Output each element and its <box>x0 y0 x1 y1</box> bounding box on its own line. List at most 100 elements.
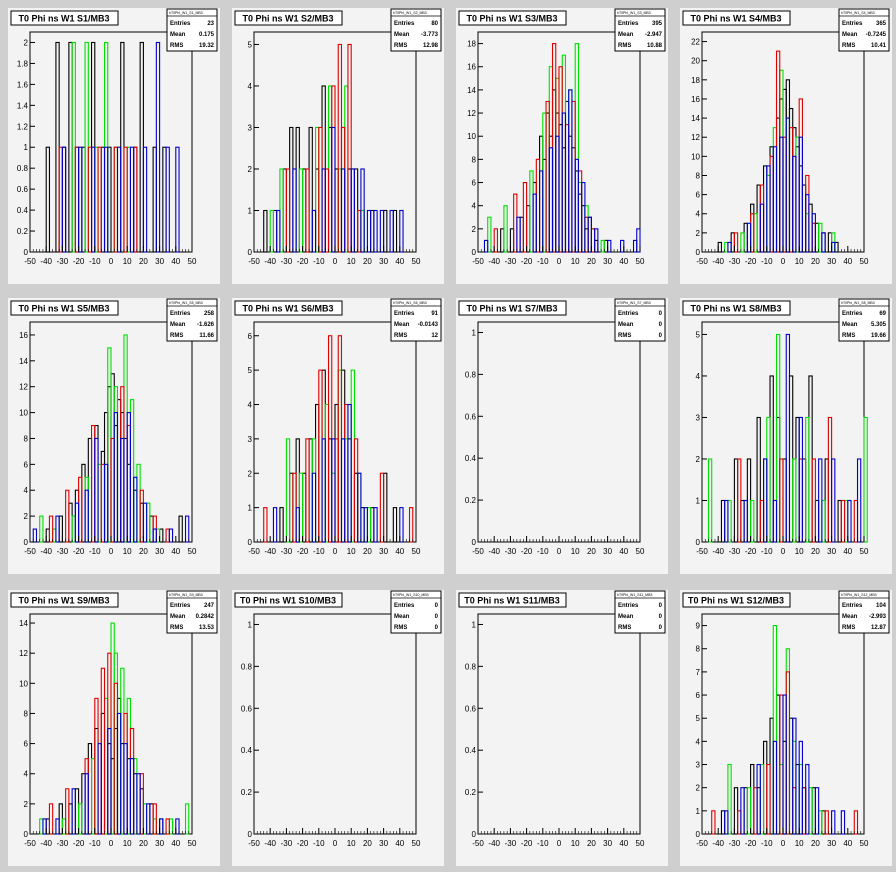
stats-label: RMS <box>170 333 183 339</box>
stats-label: Mean <box>170 614 186 620</box>
y-tick-label: 0.6 <box>17 185 29 194</box>
series-blue <box>483 89 641 253</box>
x-tick-label: 0 <box>333 839 338 848</box>
x-tick-label: -30 <box>729 547 741 556</box>
y-tick-label: 5 <box>248 366 253 375</box>
x-tick-label: 10 <box>347 547 356 556</box>
x-tick-label: 50 <box>636 547 645 556</box>
histogram-bin <box>863 416 868 543</box>
stats-value: 12.87 <box>871 625 887 631</box>
stats-label: RMS <box>170 43 183 49</box>
y-tick-label: 6 <box>472 179 477 188</box>
x-tick-label: 10 <box>571 547 580 556</box>
y-tick-label: 3 <box>248 123 253 132</box>
y-tick-label: 10 <box>19 409 28 418</box>
series-blue <box>61 41 180 253</box>
histogram-bin <box>727 241 732 253</box>
stats-label: Entries <box>170 21 191 27</box>
histogram-bin <box>116 712 122 835</box>
histogram-pad: -50 -40 -30 -20 -10 0 10 20 30 40 50 0 2 4 6 8 10 12 14 16 T… <box>8 298 220 574</box>
x-tick-label: -40 <box>264 257 276 266</box>
stats-value: 0 <box>659 625 663 631</box>
series-black <box>717 79 839 253</box>
x-tick-label: 50 <box>188 257 197 266</box>
stats-label: Entries <box>394 311 415 317</box>
y-tick-label: 6 <box>248 332 253 341</box>
x-tick-label: 40 <box>395 257 404 266</box>
y-tick-label: 8 <box>472 155 477 164</box>
x-tick-label: 20 <box>811 257 820 266</box>
stats-value: -0.7245 <box>866 32 887 38</box>
histogram-bin <box>711 810 716 835</box>
x-tick-label: -40 <box>712 839 724 848</box>
stats-value: 10.88 <box>647 43 663 49</box>
x-tick-label: -40 <box>712 547 724 556</box>
histogram-bin <box>785 117 791 253</box>
histogram-bin <box>146 803 151 835</box>
histogram-bin <box>84 489 89 543</box>
x-tick-label: 20 <box>811 547 820 556</box>
histogram-bin <box>737 458 742 543</box>
histogram-bin <box>272 507 278 543</box>
x-tick-label: 40 <box>171 547 180 556</box>
histogram-title: T0 Phi ns W1 S2/MB3 <box>242 14 333 24</box>
histogram-bin <box>840 810 846 835</box>
y-tick-label: 18 <box>467 40 476 49</box>
y-tick-label: 0.2 <box>17 227 29 236</box>
x-tick-label: 40 <box>619 257 628 266</box>
x-tick-label: 50 <box>636 257 645 266</box>
histogram-bin <box>756 416 761 543</box>
histogram-bin <box>269 209 274 253</box>
stats-label: RMS <box>618 625 631 631</box>
histogram-bin <box>311 209 317 253</box>
x-tick-label: 30 <box>379 839 388 848</box>
x-tick-label: 40 <box>619 839 628 848</box>
histogram-bin <box>295 507 300 543</box>
histogram-bin <box>548 147 554 253</box>
stats-label: Entries <box>170 603 191 609</box>
stats-value: 0 <box>435 603 439 609</box>
y-tick-label: 0.8 <box>465 370 477 379</box>
histogram-bin <box>539 170 544 253</box>
x-tick-label: 0 <box>781 839 786 848</box>
x-tick-label: 50 <box>636 839 645 848</box>
histogram-svg: -50 -40 -30 -20 -10 0 10 20 30 40 50 0 2 4 6 8 10 12 14 T0 … <box>10 590 218 848</box>
x-tick-label: 10 <box>347 257 356 266</box>
series-red <box>493 43 596 253</box>
histogram-bin <box>340 438 346 543</box>
y-tick-label: 14 <box>19 619 28 628</box>
stats-name: hT0Phi_W1_S11_MB3 <box>617 593 652 597</box>
stats-value: 23 <box>207 21 214 27</box>
y-tick-label: 0 <box>248 248 253 257</box>
y-tick-label: 3 <box>696 761 701 770</box>
x-tick-label: 10 <box>795 547 804 556</box>
histogram-svg: -50 -40 -30 -20 -10 0 10 20 30 40 50 0 2 4 6 8 10 12 14 16 1… <box>682 8 890 266</box>
histogram-bin <box>821 232 826 253</box>
histogram-bin <box>805 194 810 253</box>
histogram-bin <box>279 507 284 543</box>
histogram-title: T0 Phi ns W1 S1/MB3 <box>18 14 109 24</box>
x-tick-label: 40 <box>171 257 180 266</box>
histogram-bin <box>740 232 745 253</box>
x-tick-label: -20 <box>521 257 533 266</box>
y-tick-label: 0.2 <box>465 788 477 797</box>
y-tick-label: 1 <box>472 620 477 629</box>
series-red <box>58 146 138 253</box>
x-tick-label: -40 <box>264 839 276 848</box>
title-box <box>10 592 119 608</box>
title-box <box>10 10 119 26</box>
histogram-bin <box>408 507 414 543</box>
x-tick-label: 10 <box>123 547 132 556</box>
x-tick-label: -10 <box>537 257 549 266</box>
stats-value: 80 <box>431 21 438 27</box>
histogram-title: T0 Phi ns W1 S8/MB3 <box>690 304 781 314</box>
histogram-svg: -50 -40 -30 -20 -10 0 10 20 30 40 50 0 1 2 3 4 5 6 7 8 9 T0 P… <box>682 590 890 848</box>
histogram-bin <box>772 146 778 253</box>
x-tick-label: -50 <box>248 839 260 848</box>
x-tick-label: 10 <box>123 257 132 266</box>
histogram-bin <box>292 168 297 253</box>
stats-value: 0 <box>659 603 663 609</box>
y-tick-label: 0 <box>696 830 701 839</box>
x-tick-label: -20 <box>297 547 309 556</box>
y-tick-label: 4 <box>248 401 253 410</box>
